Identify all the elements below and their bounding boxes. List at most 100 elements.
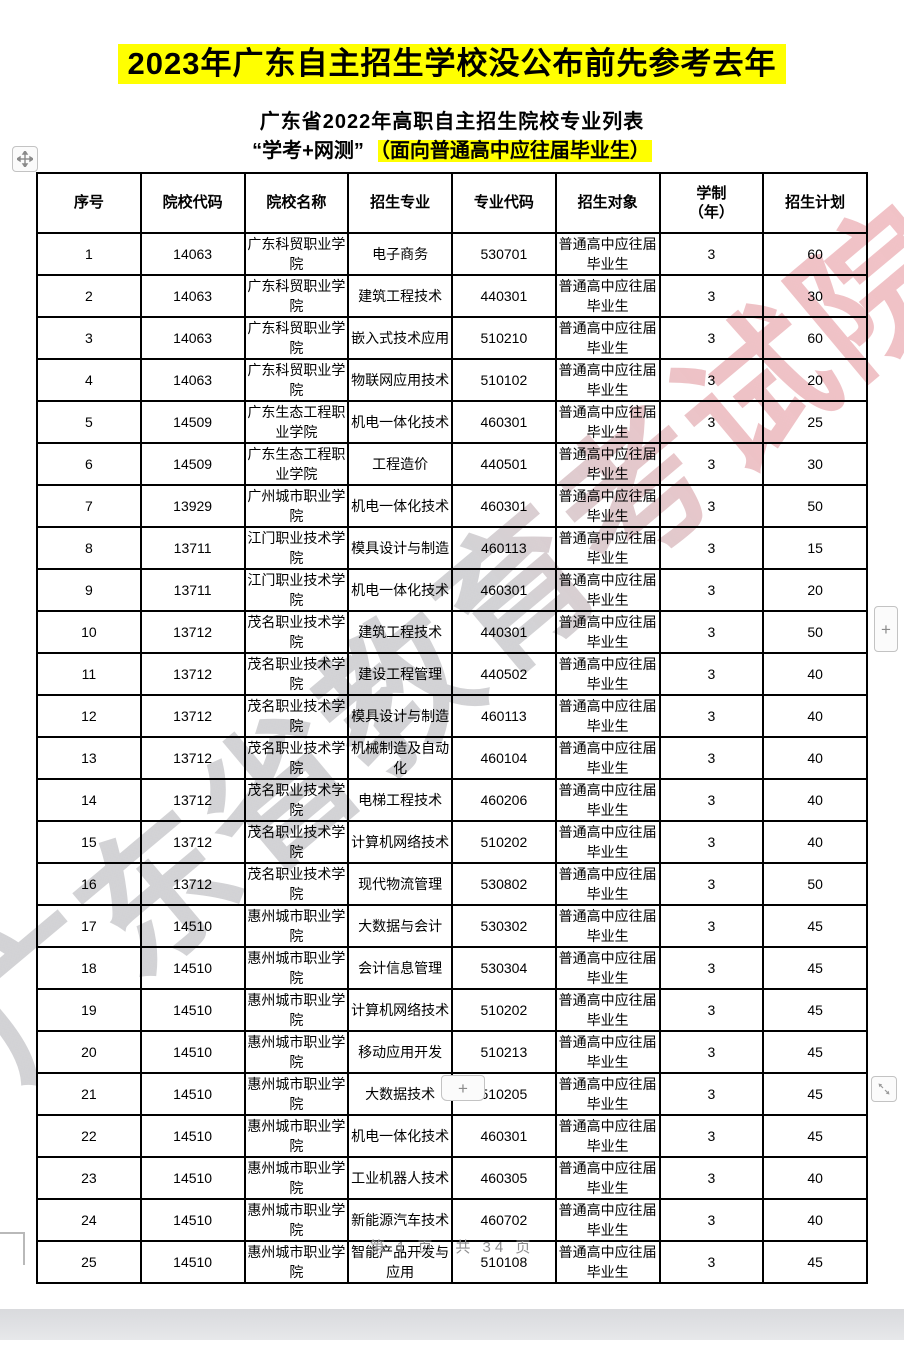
cell-duration: 3 bbox=[658, 316, 765, 360]
table-move-handle[interactable] bbox=[12, 146, 38, 172]
cell-major-code: 460113 bbox=[451, 694, 557, 738]
cell-quota: 45 bbox=[762, 1114, 868, 1158]
cell-college-code: 13712 bbox=[139, 694, 246, 738]
cell-seq: 12 bbox=[36, 694, 142, 738]
cell-major: 建筑工程技术 bbox=[347, 274, 453, 318]
cell-major-code: 510108 bbox=[451, 1240, 557, 1284]
move-icon bbox=[17, 151, 33, 167]
cell-seq: 13 bbox=[36, 736, 142, 780]
cell-quota: 30 bbox=[762, 274, 868, 318]
cell-target: 普通高中应往届毕业生 bbox=[554, 946, 661, 990]
cell-major: 电子商务 bbox=[347, 232, 453, 276]
cell-college-name: 惠州城市职业学院 bbox=[243, 1114, 350, 1158]
cell-target: 普通高中应往届毕业生 bbox=[554, 1240, 661, 1284]
table-row: 12 13712 茂名职业技术学院 模具设计与制造 460113 普通高中应往届… bbox=[36, 694, 868, 738]
cell-quota: 25 bbox=[762, 400, 868, 444]
cell-major: 会计信息管理 bbox=[347, 946, 453, 990]
cell-major: 移动应用开发 bbox=[347, 1030, 453, 1074]
cell-quota: 30 bbox=[762, 442, 868, 486]
cell-major: 建筑工程技术 bbox=[347, 610, 453, 654]
cell-college-name: 江门职业技术学院 bbox=[243, 526, 350, 570]
cell-target: 普通高中应往届毕业生 bbox=[554, 1198, 661, 1242]
cell-major: 计算机网络技术 bbox=[347, 820, 453, 864]
add-row-button[interactable]: + bbox=[441, 1075, 485, 1101]
cell-seq: 16 bbox=[36, 862, 142, 906]
cell-college-code: 14063 bbox=[139, 232, 246, 276]
cell-college-name: 广东科贸职业学院 bbox=[243, 358, 350, 402]
cell-college-code: 14510 bbox=[139, 904, 246, 948]
cell-seq: 22 bbox=[36, 1114, 142, 1158]
cell-seq: 10 bbox=[36, 610, 142, 654]
cell-duration: 3 bbox=[658, 820, 765, 864]
table-row: 4 14063 广东科贸职业学院 物联网应用技术 510102 普通高中应往届毕… bbox=[36, 358, 868, 402]
add-column-button[interactable]: + bbox=[874, 606, 898, 652]
cell-target: 普通高中应往届毕业生 bbox=[554, 274, 661, 318]
cell-major-code: 460206 bbox=[451, 778, 557, 822]
page-indicator: 第 1 页，共 34 页 bbox=[369, 1239, 535, 1256]
cell-college-name: 惠州城市职业学院 bbox=[243, 1072, 350, 1116]
cell-quota: 45 bbox=[762, 1030, 868, 1074]
column-header: 院校名称 bbox=[243, 172, 350, 234]
cell-college-name: 广东生态工程职业学院 bbox=[243, 442, 350, 486]
cell-major-code: 440301 bbox=[451, 274, 557, 318]
table-header: 序号 院校代码 院校名称 招生专业 专业代码 招生对象 学制 （年） 招生计划 bbox=[36, 172, 868, 234]
cell-college-code: 14510 bbox=[139, 988, 246, 1032]
cell-college-name: 广东科贸职业学院 bbox=[243, 274, 350, 318]
cell-duration: 3 bbox=[658, 610, 765, 654]
cell-duration: 3 bbox=[658, 1240, 765, 1284]
cell-college-code: 13712 bbox=[139, 862, 246, 906]
cell-major: 机械制造及自动化 bbox=[347, 736, 453, 780]
cell-duration: 3 bbox=[658, 946, 765, 990]
cell-quota: 40 bbox=[762, 1156, 868, 1200]
table-row: 17 14510 惠州城市职业学院 大数据与会计 530302 普通高中应往届毕… bbox=[36, 904, 868, 948]
cell-college-code: 14510 bbox=[139, 1072, 246, 1116]
cell-seq: 17 bbox=[36, 904, 142, 948]
cell-quota: 50 bbox=[762, 484, 868, 528]
cell-seq: 7 bbox=[36, 484, 142, 528]
table-row: 20 14510 惠州城市职业学院 移动应用开发 510213 普通高中应往届毕… bbox=[36, 1030, 868, 1074]
cell-major: 大数据与会计 bbox=[347, 904, 453, 948]
cell-college-code: 13712 bbox=[139, 820, 246, 864]
cell-college-code: 14063 bbox=[139, 316, 246, 360]
cell-target: 普通高中应往届毕业生 bbox=[554, 400, 661, 444]
cell-quota: 50 bbox=[762, 862, 868, 906]
cell-quota: 15 bbox=[762, 526, 868, 570]
cell-target: 普通高中应往届毕业生 bbox=[554, 568, 661, 612]
cell-target: 普通高中应往届毕业生 bbox=[554, 316, 661, 360]
cell-duration: 3 bbox=[658, 484, 765, 528]
cell-college-name: 茂名职业技术学院 bbox=[243, 736, 350, 780]
cell-major-code: 460301 bbox=[451, 400, 557, 444]
cell-quota: 45 bbox=[762, 988, 868, 1032]
cell-college-code: 14510 bbox=[139, 1198, 246, 1242]
table-row: 18 14510 惠州城市职业学院 会计信息管理 530304 普通高中应往届毕… bbox=[36, 946, 868, 990]
table-row: 23 14510 惠州城市职业学院 工业机器人技术 460305 普通高中应往届… bbox=[36, 1156, 868, 1200]
cell-target: 普通高中应往届毕业生 bbox=[554, 610, 661, 654]
cell-duration: 3 bbox=[658, 904, 765, 948]
margin-corner-mark bbox=[0, 1232, 25, 1265]
table-row: 5 14509 广东生态工程职业学院 机电一体化技术 460301 普通高中应往… bbox=[36, 400, 868, 444]
table-resize-handle[interactable] bbox=[871, 1076, 897, 1102]
cell-college-name: 茂名职业技术学院 bbox=[243, 862, 350, 906]
table-row: 22 14510 惠州城市职业学院 机电一体化技术 460301 普通高中应往届… bbox=[36, 1114, 868, 1158]
cell-major-code: 530302 bbox=[451, 904, 557, 948]
cell-target: 普通高中应往届毕业生 bbox=[554, 736, 661, 780]
cell-target: 普通高中应往届毕业生 bbox=[554, 1030, 661, 1074]
cell-seq: 1 bbox=[36, 232, 142, 276]
column-header: 专业代码 bbox=[451, 172, 557, 234]
cell-college-name: 惠州城市职业学院 bbox=[243, 1198, 350, 1242]
table-row: 2 14063 广东科贸职业学院 建筑工程技术 440301 普通高中应往届毕业… bbox=[36, 274, 868, 318]
cell-duration: 3 bbox=[658, 862, 765, 906]
cell-college-name: 惠州城市职业学院 bbox=[243, 904, 350, 948]
cell-target: 普通高中应往届毕业生 bbox=[554, 442, 661, 486]
cell-target: 普通高中应往届毕业生 bbox=[554, 904, 661, 948]
cell-college-name: 茂名职业技术学院 bbox=[243, 694, 350, 738]
cell-major: 计算机网络技术 bbox=[347, 988, 453, 1032]
cell-major: 新能源汽车技术 bbox=[347, 1198, 453, 1242]
cell-major-code: 530304 bbox=[451, 946, 557, 990]
cell-major: 物联网应用技术 bbox=[347, 358, 453, 402]
cell-duration: 3 bbox=[658, 526, 765, 570]
cell-target: 普通高中应往届毕业生 bbox=[554, 232, 661, 276]
cell-target: 普通高中应往届毕业生 bbox=[554, 778, 661, 822]
cell-major-code: 440501 bbox=[451, 442, 557, 486]
table-row: 14 13712 茂名职业技术学院 电梯工程技术 460206 普通高中应往届毕… bbox=[36, 778, 868, 822]
